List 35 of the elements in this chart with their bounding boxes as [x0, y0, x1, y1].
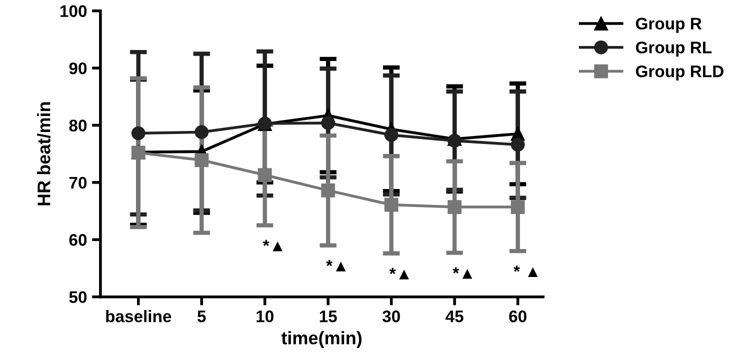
point: [131, 126, 146, 140]
point: [258, 168, 272, 182]
y-axis-title: HR beat/min: [37, 102, 50, 206]
x-tick-label: 60: [509, 310, 526, 322]
x-tick-label: 5: [198, 310, 206, 322]
point: [194, 153, 209, 168]
x-axis-title: time(min): [281, 331, 362, 348]
point: [321, 116, 336, 130]
annotation: *▲: [262, 240, 282, 252]
annotation: *▲: [326, 260, 346, 272]
y-tick-label: 70: [69, 176, 87, 189]
point: [510, 138, 525, 152]
x-tick-label: baseline: [106, 310, 172, 322]
x-tick-label: 15: [320, 310, 337, 322]
legend-label: Group RLD: [636, 65, 724, 81]
annotation: *▲: [452, 267, 472, 279]
legend-label: Group RL: [636, 42, 712, 57]
point: [448, 200, 462, 214]
point: [448, 134, 462, 148]
y-tick-label: 90: [69, 62, 87, 74]
point: [384, 128, 398, 142]
point: [194, 125, 209, 140]
point: [510, 200, 525, 214]
x-tick-label: 10: [256, 310, 274, 322]
y-tick-label: 60: [69, 234, 87, 246]
annotation: *▲: [389, 268, 409, 280]
annotation: * ▲: [514, 266, 538, 278]
y-tick-label: 50: [69, 291, 87, 304]
point: [321, 184, 336, 198]
y-tick-label: 80: [69, 120, 87, 132]
x-tick-label: 45: [446, 310, 464, 322]
y-tick-label: 100: [60, 5, 87, 18]
x-tick-label: 30: [382, 310, 400, 322]
legend-label: Group R: [636, 18, 702, 33]
point: [384, 198, 398, 212]
